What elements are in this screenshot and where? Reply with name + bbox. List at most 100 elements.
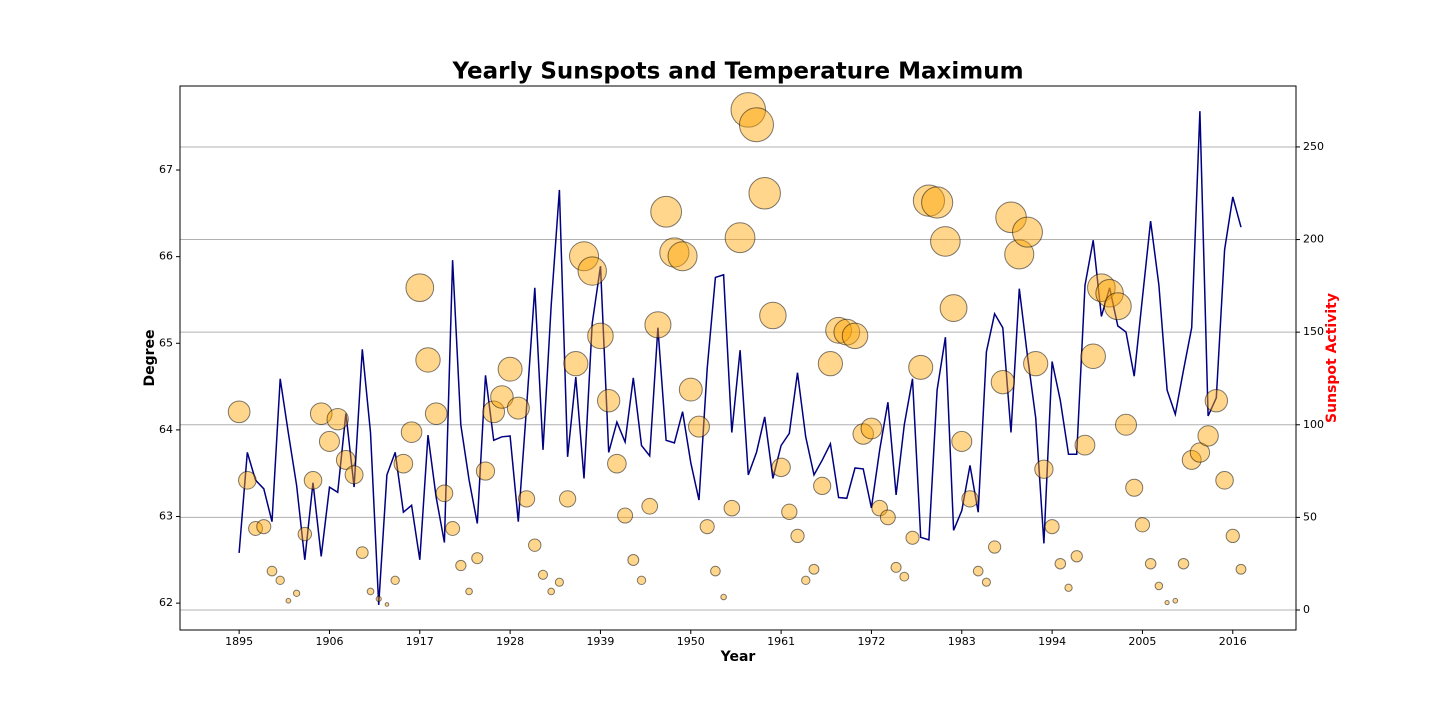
sunspot-bubble bbox=[972, 565, 984, 577]
sunspot-bubble bbox=[1181, 450, 1202, 470]
sunspot-bubble bbox=[710, 565, 721, 577]
x-tick-label: 1994 bbox=[1038, 635, 1066, 648]
sunspot-bubble bbox=[1197, 425, 1219, 447]
sunspot-bubble bbox=[1023, 351, 1049, 377]
sunspot-bubble bbox=[879, 509, 896, 526]
temperature-line bbox=[238, 111, 1242, 605]
sunspot-bubble bbox=[558, 490, 577, 508]
sunspot-bubble bbox=[455, 559, 467, 572]
x-tick-label: 1917 bbox=[406, 635, 434, 648]
sunspot-bubble bbox=[930, 226, 961, 257]
y2-tick-label: 250 bbox=[1303, 140, 1324, 153]
sunspot-bubble bbox=[1064, 583, 1073, 592]
sunspot-bubble bbox=[1115, 413, 1138, 436]
y-tick-label: 67 bbox=[159, 163, 173, 176]
sunspot-bubble bbox=[1044, 519, 1060, 535]
sunspot-bubble bbox=[1074, 434, 1096, 456]
y-tick-label: 62 bbox=[159, 596, 173, 609]
sunspot-bubble bbox=[227, 400, 251, 424]
sunspot-bubble bbox=[445, 521, 461, 536]
sunspot-bubble bbox=[939, 294, 968, 322]
chart-title: Yearly Sunspots and Temperature Maximum bbox=[451, 59, 1023, 85]
sunspot-bubble bbox=[1144, 557, 1157, 570]
sunspot-bubble bbox=[1034, 459, 1054, 479]
sunspot-bubble bbox=[490, 385, 514, 409]
y-tick-label: 65 bbox=[159, 336, 173, 349]
sunspot-bubble bbox=[1172, 597, 1179, 604]
sunspot-bubble bbox=[597, 389, 621, 413]
sunspot-bubble bbox=[627, 554, 640, 566]
sunspot-bubble bbox=[266, 565, 278, 577]
sunspot-bubble bbox=[871, 499, 888, 517]
sunspot-bubble bbox=[617, 507, 634, 524]
sunspot-bubble bbox=[1103, 292, 1132, 321]
sunspot-bubble bbox=[569, 241, 600, 272]
sunspot-bubble bbox=[951, 430, 973, 452]
x-tick-label: 1983 bbox=[948, 635, 976, 648]
sunspot-bubble bbox=[375, 595, 382, 602]
sunspot-bubble bbox=[781, 503, 798, 520]
sunspot-bubble bbox=[577, 256, 607, 286]
sunspot-bubble bbox=[326, 408, 349, 431]
sunspot-bubble bbox=[841, 322, 869, 350]
sunspot-bubble bbox=[650, 195, 683, 228]
sunspot-bubble bbox=[723, 499, 741, 517]
y2-tick-label: 200 bbox=[1303, 233, 1324, 246]
sunspot-bubble bbox=[547, 587, 555, 596]
sunspot-bubble bbox=[659, 237, 690, 268]
sunspot-bubble bbox=[344, 465, 364, 485]
sunspot-bubble bbox=[724, 222, 756, 254]
sunspot-bubble bbox=[563, 351, 589, 377]
sunspot-bubble bbox=[435, 484, 454, 503]
sunspot-bubble bbox=[899, 571, 910, 582]
sunspot-bubble bbox=[424, 402, 448, 425]
sunspot-bubble bbox=[1011, 216, 1043, 248]
sunspot-bubble bbox=[1215, 471, 1234, 490]
sunspot-bubble bbox=[890, 561, 902, 573]
sunspot-bubble bbox=[990, 370, 1015, 395]
sunspot-bubble bbox=[667, 241, 698, 272]
sunspot-bubble bbox=[921, 186, 954, 219]
sunspot-bubble bbox=[415, 347, 441, 373]
sunspot-bubble bbox=[471, 552, 484, 565]
sunspot-bubble bbox=[1164, 599, 1170, 606]
y2-tick-label: 50 bbox=[1303, 510, 1317, 523]
x-tick-label: 1950 bbox=[677, 635, 705, 648]
sunspot-bubble bbox=[366, 587, 375, 596]
sunspot-bubble bbox=[475, 461, 496, 481]
sunspot-bubble bbox=[1177, 557, 1190, 570]
sunspot-bubble bbox=[1070, 550, 1083, 563]
sunspot-bubble bbox=[720, 593, 727, 601]
sunspot-bubble bbox=[528, 538, 542, 552]
sunspot-bubble bbox=[771, 457, 791, 478]
sunspot-bubble bbox=[641, 497, 659, 515]
plot-frame bbox=[179, 85, 1297, 631]
sunspot-bubble bbox=[988, 540, 1002, 554]
sunspot-bubble bbox=[1125, 478, 1144, 497]
sunspot-bubble bbox=[644, 311, 672, 339]
sunspot-bubble bbox=[825, 316, 852, 344]
y2-tick-label: 150 bbox=[1303, 325, 1324, 338]
sunspot-bubble bbox=[1225, 528, 1240, 544]
sunspot-bubble bbox=[759, 301, 787, 330]
sunspot-bubble bbox=[738, 107, 774, 143]
y-tick-label: 66 bbox=[159, 250, 173, 263]
x-tick-label: 1928 bbox=[496, 635, 524, 648]
sunspot-bubble bbox=[1080, 343, 1106, 370]
x-tick-label: 1961 bbox=[767, 635, 795, 648]
sunspot-bubble bbox=[678, 377, 703, 402]
sunspot-bubble bbox=[688, 415, 710, 438]
sunspot-bubble bbox=[1189, 442, 1211, 463]
sunspot-bubble bbox=[292, 589, 301, 597]
sunspot-bubble bbox=[497, 356, 523, 382]
sunspot-bubble bbox=[748, 176, 781, 210]
sunspot-bubble bbox=[355, 546, 369, 559]
sunspot-bubble bbox=[587, 322, 614, 350]
sunspot-bubble bbox=[1154, 581, 1164, 591]
x-axis-label: Year bbox=[720, 649, 756, 665]
sunspot-bubble bbox=[1054, 557, 1067, 570]
sunspot-bubble bbox=[1235, 563, 1247, 575]
sunspot-bubble bbox=[465, 587, 473, 596]
